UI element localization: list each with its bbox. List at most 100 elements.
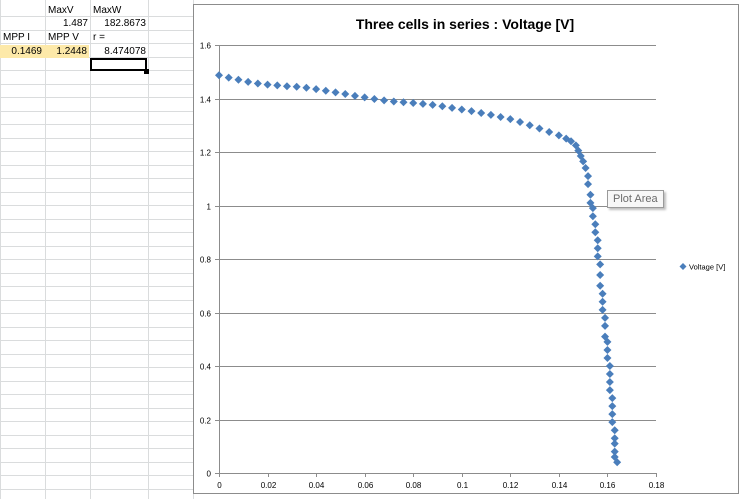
data-point[interactable] [535,124,544,133]
label-r[interactable]: r = [93,32,105,43]
data-point[interactable] [598,289,607,298]
data-point[interactable] [380,96,389,105]
fill-handle[interactable] [144,69,149,74]
maxw-value[interactable]: 182.8673 [104,18,146,29]
data-point[interactable] [593,252,602,261]
data-point[interactable] [273,81,282,90]
data-point[interactable] [586,190,595,199]
data-point[interactable] [608,402,617,411]
data-point[interactable] [321,86,330,95]
data-point[interactable] [598,297,607,306]
data-point[interactable] [506,115,515,124]
data-point[interactable] [350,91,359,100]
legend[interactable]: Voltage [V] [679,263,726,272]
data-point[interactable] [579,157,588,166]
data-point[interactable] [525,121,534,130]
data-point[interactable] [591,228,600,237]
data-point[interactable] [562,134,571,143]
data-point[interactable] [360,93,369,102]
data-point[interactable] [605,362,614,370]
legend-label: Voltage [V] [689,263,725,272]
data-point[interactable] [591,220,600,229]
data-point[interactable] [608,418,617,427]
data-points[interactable] [215,71,622,467]
data-point[interactable] [457,105,466,114]
data-point[interactable] [584,180,593,189]
data-point[interactable] [601,313,610,322]
data-point[interactable] [389,97,398,106]
data-point[interactable] [603,345,612,354]
data-point[interactable] [312,85,321,94]
data-point[interactable] [282,82,291,91]
data-point[interactable] [234,75,243,84]
x-tick-label: 0.14 [552,481,568,490]
label-mppv[interactable]: MPP V [48,32,79,43]
data-point[interactable] [610,447,619,456]
data-point[interactable] [477,108,486,117]
data-point[interactable] [292,82,301,91]
scatter-chart: Three cells in series : Voltage [V] 0 0.2… [200,16,726,490]
y-tick-label: 0.4 [200,363,212,372]
data-point[interactable] [545,127,554,136]
chart-title[interactable]: Three cells in series : Voltage [V] [356,16,574,32]
data-point[interactable] [418,99,427,108]
data-point[interactable] [605,370,614,379]
y-tick-label: 0.2 [200,417,212,426]
maxv-value[interactable]: 1.487 [62,18,88,29]
data-point[interactable] [428,100,437,109]
plot-area-tooltip: Plot Area [607,190,664,208]
r-value[interactable]: 8.474078 [104,46,146,57]
chart-area[interactable]: Three cells in series : Voltage [V] 0 0.2… [193,4,739,494]
data-point[interactable] [370,95,379,104]
data-point[interactable] [596,281,605,290]
data-point[interactable] [448,103,457,112]
data-point[interactable] [610,439,619,448]
selected-cell[interactable] [90,58,147,71]
header-maxw[interactable]: MaxW [93,5,122,16]
header-maxv[interactable]: MaxV [48,5,74,16]
mppi-value[interactable]: 0.1469 [0,45,45,58]
data-point[interactable] [486,110,495,119]
data-point[interactable] [302,83,311,92]
data-point[interactable] [610,426,619,435]
data-point[interactable] [588,212,597,221]
data-point[interactable] [593,236,602,245]
data-point[interactable] [567,137,576,146]
data-point[interactable] [605,378,614,387]
data-point[interactable] [496,112,505,121]
data-point[interactable] [593,244,602,253]
data-point[interactable] [596,271,605,280]
data-point[interactable] [263,80,272,89]
data-point[interactable] [581,164,590,173]
data-point[interactable] [584,172,593,181]
mppv-value[interactable]: 1.2448 [45,45,89,58]
data-point[interactable] [409,99,418,108]
data-point[interactable] [596,260,605,269]
data-point[interactable] [253,79,262,88]
data-point[interactable] [603,353,612,362]
x-tick-label: 0.06 [358,481,374,490]
data-point[interactable] [598,305,607,314]
data-point[interactable] [605,386,614,395]
axes [215,45,657,477]
data-point[interactable] [399,98,408,107]
data-point[interactable] [467,107,476,116]
data-point[interactable] [244,77,253,86]
data-point[interactable] [224,73,233,82]
data-point[interactable] [341,89,350,98]
data-point[interactable] [588,204,597,213]
data-point[interactable] [601,321,610,330]
data-point[interactable] [331,88,340,97]
y-tick-label: 0.8 [200,256,212,265]
data-point[interactable] [608,394,617,403]
data-point[interactable] [608,410,617,419]
data-point[interactable] [554,131,563,140]
data-point[interactable] [438,102,447,111]
data-point[interactable] [613,458,622,467]
data-point[interactable] [516,118,525,127]
data-point[interactable] [215,71,223,80]
data-point[interactable] [610,434,619,443]
data-point[interactable] [603,337,612,346]
y-tick-label: 0 [207,470,212,479]
label-mppi[interactable]: MPP I [3,32,31,43]
